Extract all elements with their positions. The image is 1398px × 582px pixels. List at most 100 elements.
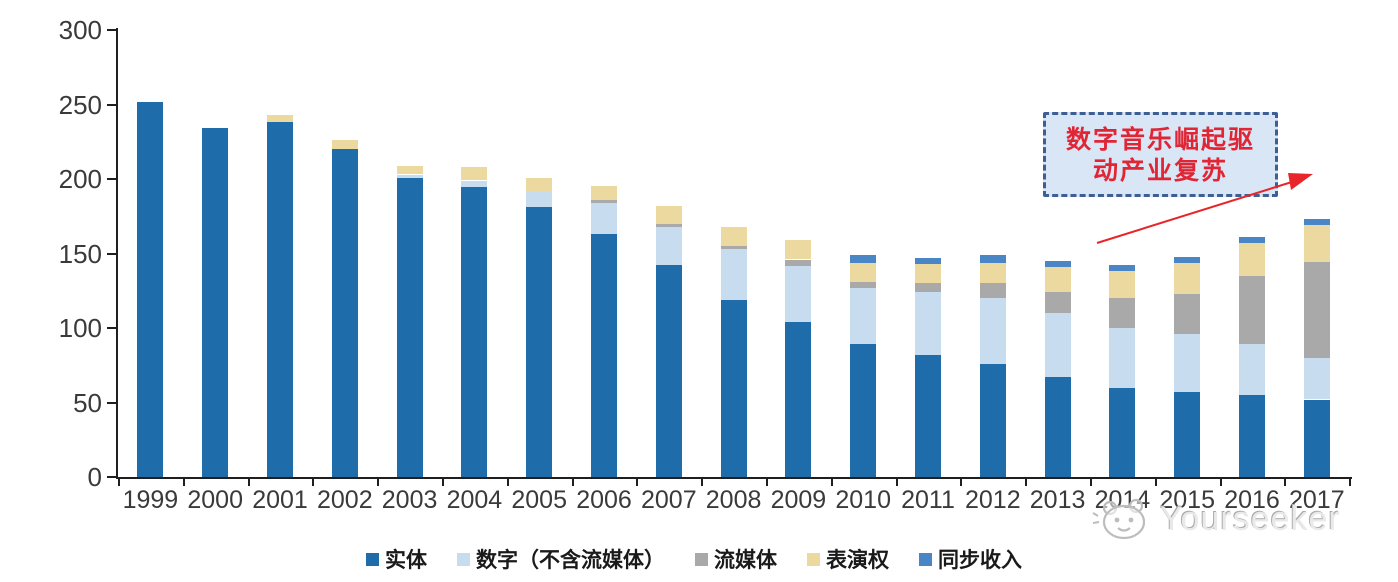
x-axis-label: 2013 [1029,486,1086,514]
bar-segment-performance-rights [1044,266,1071,293]
bar-segment-performance-rights [591,186,617,200]
bar-segment-performance-rights [720,226,747,247]
annotation-line-1: 数字音乐崛起驱 [1065,124,1255,154]
bar-segment-digital-excl-streaming [1174,334,1201,393]
x-axis-label: 2016 [1224,486,1280,514]
bar-segment-digital-excl-streaming [396,174,423,178]
x-axis-tick [247,479,250,486]
legend-swatch-digital-icon [457,552,470,566]
legend-label-digital: 数字（不含流媒体） [476,548,665,572]
bar-segment-physical [1174,392,1201,477]
x-axis-tick [182,479,185,486]
bar-segment-streaming [1174,293,1201,334]
bar-segment-physical [915,354,941,477]
y-axis-tick [107,103,116,106]
legend-label-sync: 同步收入 [938,548,1022,572]
y-axis-tick [107,401,116,404]
x-axis-label: 2014 [1094,486,1151,514]
x-axis-tick [1154,479,1157,486]
y-axis-label: 300 [58,15,102,45]
x-axis-tick [377,479,380,486]
x-axis-tick [506,479,509,486]
annotation-line-2: 动产业复苏 [1092,155,1228,185]
x-axis-tick [895,479,898,486]
bar-segment-physical [331,149,358,477]
bar-segment-physical [850,344,877,477]
bar-segment-streaming [915,283,941,293]
annotation-callout-box: 数字音乐崛起驱 动产业复苏 [1043,112,1278,197]
x-axis-tick [1284,479,1287,486]
bar-segment-digital-excl-streaming [1044,313,1071,378]
y-axis-tick [107,29,116,31]
bar-segment-digital-excl-streaming [1239,344,1265,396]
legend-item-performance: 表演权 [807,544,889,574]
bar-segment-physical [1109,387,1136,477]
bar-segment-digital-excl-streaming [785,265,812,322]
x-axis-line [116,477,1352,479]
y-axis-line [116,28,118,479]
bar-segment-performance-rights [850,262,877,282]
bar-segment-streaming [1109,298,1136,328]
bar-segment-streaming [979,283,1006,299]
bar-segment-performance-rights [331,140,358,150]
bar-segment-physical [396,177,423,477]
bar-segment-streaming [591,199,617,203]
x-axis-tick [830,479,833,486]
bar-segment-performance-rights [655,205,682,224]
chart-legend: 实体 数字（不含流媒体） 流媒体 表演权 同步收入 [366,544,1022,574]
bar-segment-performance-rights [526,177,553,191]
x-axis-tick [1090,479,1092,486]
bar-segment-streaming [785,259,812,266]
x-axis-tick [118,479,120,486]
x-axis-label: 2015 [1159,486,1215,514]
bar-segment-sync-revenue [1109,265,1136,272]
x-axis-label: 2003 [381,486,438,514]
bar-segment-physical [1044,377,1071,477]
x-axis-tick [1025,479,1028,486]
bar-segment-digital-excl-streaming [979,298,1006,364]
x-axis-tick [766,479,768,486]
bar-segment-sync-revenue [979,255,1006,263]
x-axis-label: 2017 [1288,486,1345,514]
y-axis-tick [107,178,116,180]
y-axis-label: 100 [58,313,102,343]
x-axis-label: 2009 [770,486,827,514]
bar-segment-performance-rights [1239,243,1265,276]
bar-segment-physical [202,128,229,477]
x-axis-tick [701,479,704,486]
bar-segment-performance-rights [1174,262,1201,294]
y-axis-tick [107,476,116,478]
bar-segment-streaming [850,281,877,288]
legend-item-physical: 实体 [366,544,427,574]
y-axis-tick [107,327,116,329]
x-axis-tick [636,479,639,486]
bar-segment-performance-rights [396,165,423,175]
y-axis-tick [107,252,116,255]
y-axis-label: 0 [87,462,102,492]
x-axis-label: 2002 [316,486,373,514]
legend-label-physical: 实体 [385,548,427,572]
bar-segment-sync-revenue [1303,219,1330,226]
y-axis-label: 150 [58,238,102,269]
bar-segment-physical [461,186,488,477]
legend-label-streaming: 流媒体 [714,548,777,572]
x-axis-label: 2011 [901,486,955,514]
bar-segment-digital-excl-streaming [1303,357,1330,400]
x-axis-label: 2006 [576,486,632,514]
bar-segment-performance-rights [461,167,488,181]
x-axis-label: 2008 [705,486,762,514]
legend-swatch-performance-icon [807,552,820,566]
bar-segment-digital-excl-streaming [1109,328,1136,388]
bar-segment-digital-excl-streaming [850,287,877,345]
bar-segment-physical [526,207,553,477]
bar-segment-physical [267,122,293,477]
bar-segment-performance-rights [785,240,812,260]
bar-segment-physical [979,363,1006,477]
bar-segment-performance-rights [1303,225,1330,263]
x-axis-label: 1999 [122,486,179,514]
bar-segment-physical [655,265,682,477]
x-axis-tick [571,479,574,486]
bar-segment-performance-rights [1109,271,1136,299]
bar-segment-sync-revenue [850,255,877,263]
